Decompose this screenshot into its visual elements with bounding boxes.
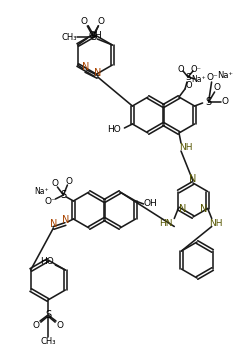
Text: Na⁺: Na⁺	[34, 186, 49, 195]
Text: HN: HN	[160, 219, 173, 228]
Text: OH: OH	[144, 199, 158, 209]
Text: O: O	[213, 84, 220, 93]
Text: S: S	[206, 97, 212, 107]
Text: O: O	[178, 64, 184, 73]
Text: HO: HO	[40, 257, 54, 266]
Text: N: N	[189, 174, 197, 184]
Text: N: N	[82, 62, 89, 72]
Text: N: N	[94, 68, 101, 78]
Text: O: O	[98, 17, 105, 26]
Text: O: O	[56, 320, 64, 329]
Text: O: O	[66, 177, 73, 185]
Text: O⁻: O⁻	[44, 197, 56, 206]
Text: N: N	[178, 203, 186, 214]
Text: O: O	[32, 320, 40, 329]
Text: S: S	[185, 72, 191, 81]
Text: Na⁺: Na⁺	[218, 72, 234, 80]
Text: S: S	[90, 32, 96, 42]
Text: O: O	[186, 80, 192, 89]
Text: O: O	[221, 97, 228, 106]
Text: O: O	[81, 17, 88, 26]
Text: N: N	[200, 203, 207, 214]
Text: NH: NH	[209, 219, 222, 228]
Text: O⁻: O⁻	[190, 64, 202, 73]
Text: N: N	[62, 215, 69, 225]
Text: Na⁺: Na⁺	[192, 75, 206, 84]
Text: N: N	[50, 219, 57, 229]
Text: S: S	[45, 310, 51, 320]
Text: S: S	[60, 190, 66, 200]
Text: NH: NH	[179, 143, 193, 152]
Text: OH: OH	[89, 30, 102, 39]
Text: CH₃: CH₃	[40, 337, 56, 346]
Text: CH₃: CH₃	[62, 33, 77, 42]
Text: HO: HO	[108, 125, 121, 134]
Text: O⁻: O⁻	[207, 73, 218, 83]
Text: O: O	[52, 178, 59, 188]
